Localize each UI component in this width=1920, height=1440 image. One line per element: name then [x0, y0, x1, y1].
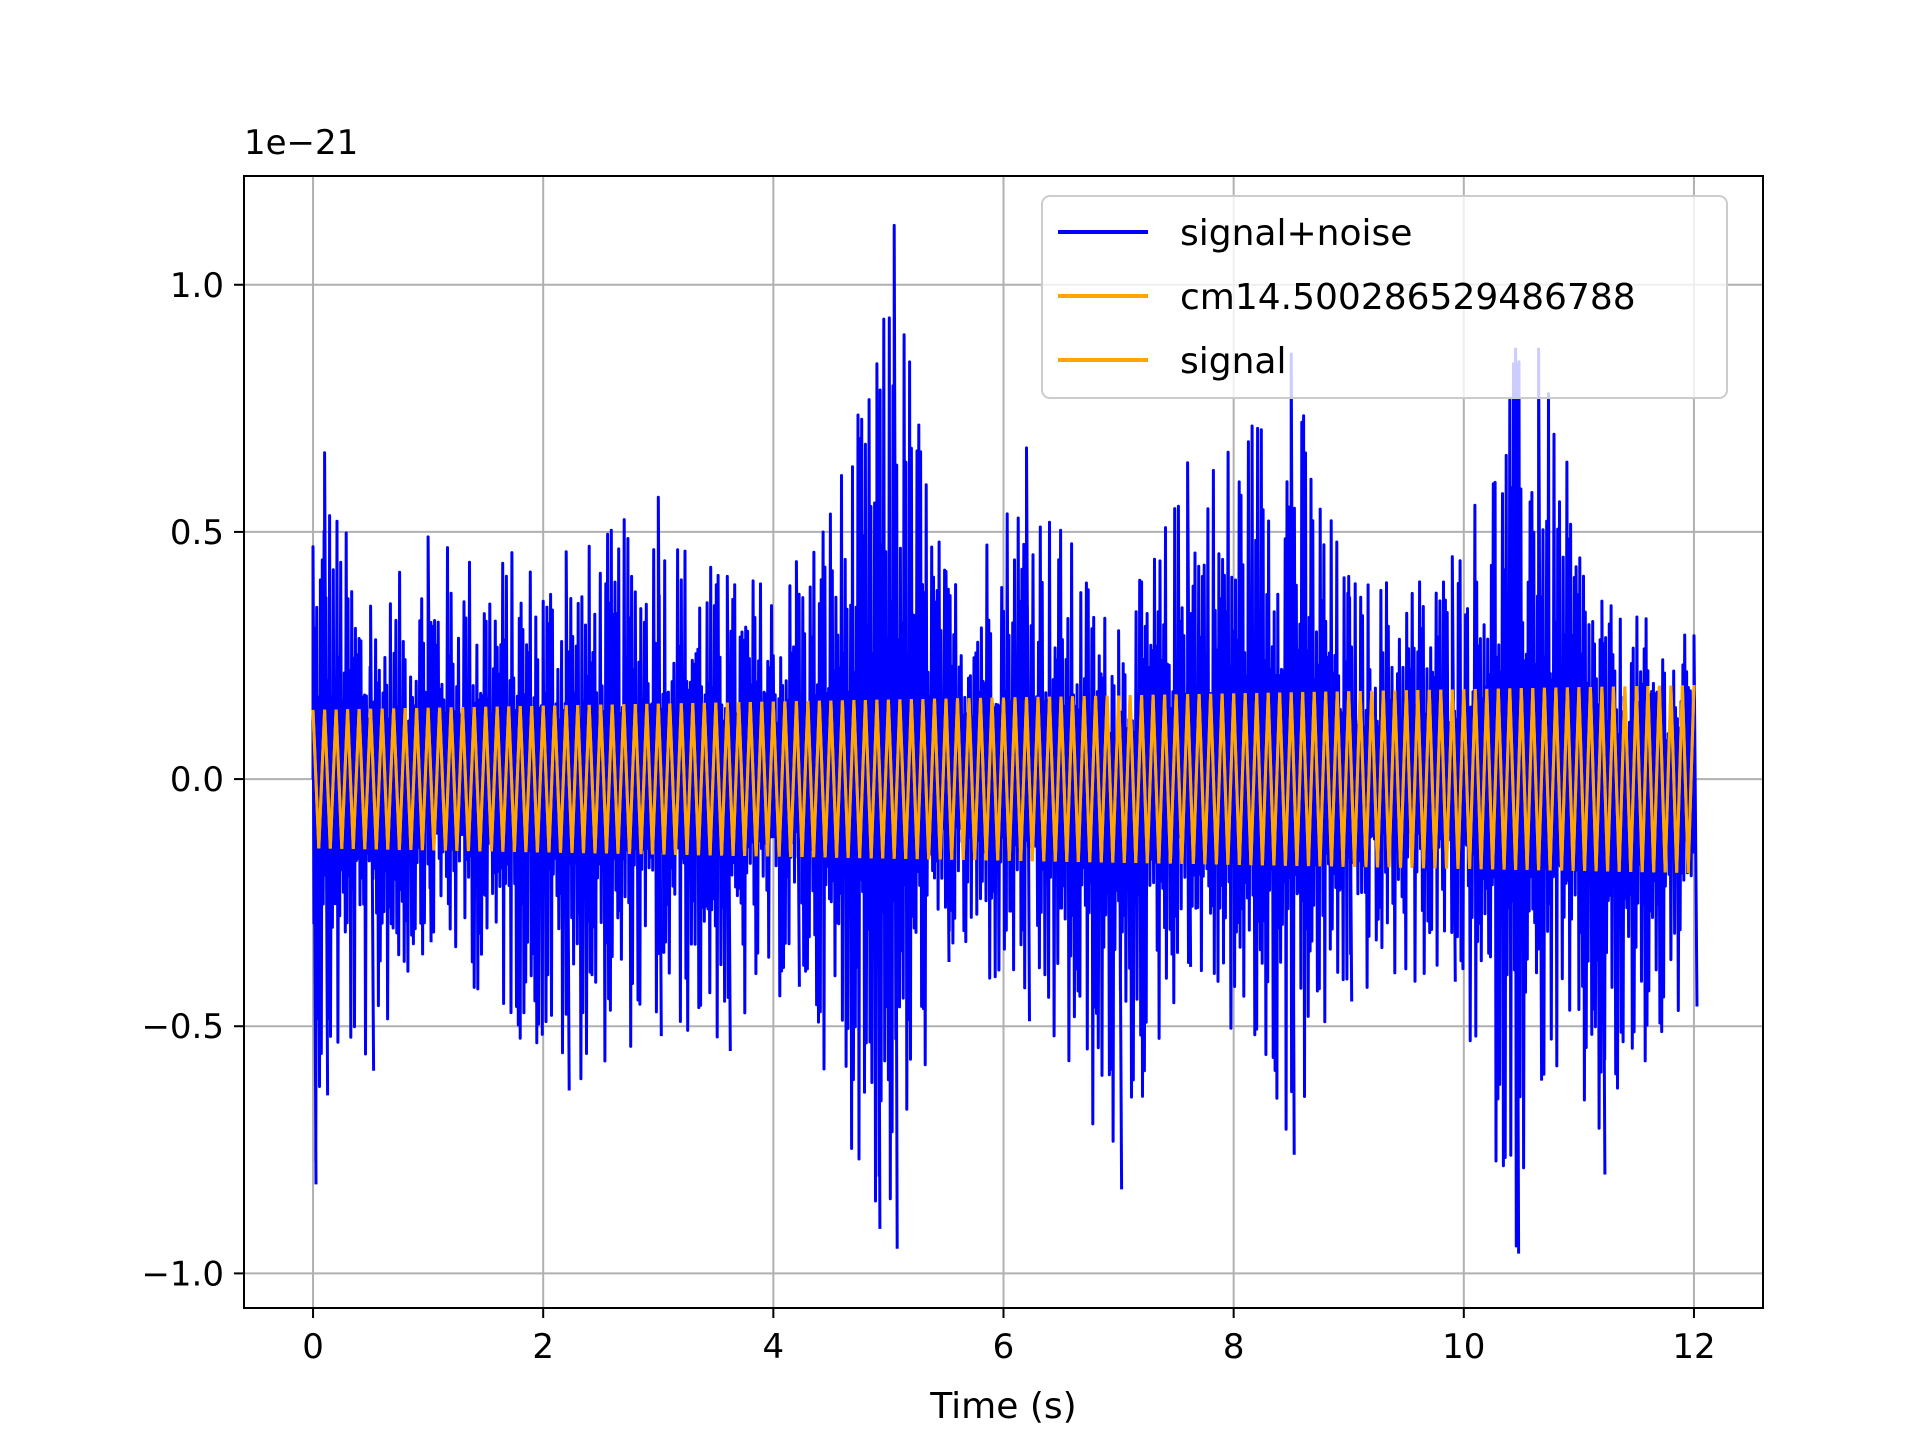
legend-label: cm14.500286529486788: [1180, 277, 1636, 318]
legend-label: signal+noise: [1180, 213, 1412, 254]
y-tick-label: −1.0: [141, 1254, 224, 1294]
ticks: 0 2 4 6 8 10 12 −1.0 −0.5 0.0 0.5 1.0: [141, 266, 1715, 1367]
x-tick-label: 4: [763, 1327, 785, 1367]
x-tick-label: 0: [302, 1327, 324, 1367]
y-offset-label: 1e−21: [244, 123, 358, 163]
series-layer: [311, 223, 1699, 1254]
x-tick-label: 2: [532, 1327, 554, 1367]
x-axis-label: Time (s): [929, 1386, 1076, 1427]
legend-label: signal: [1180, 341, 1287, 382]
x-tick-label: 10: [1442, 1327, 1485, 1367]
series-signal: [311, 685, 1696, 873]
legend-box: [1041, 195, 1728, 399]
y-tick-label: 0.0: [170, 760, 224, 800]
x-tick-label: 12: [1672, 1327, 1715, 1367]
y-tick-label: 1.0: [170, 266, 224, 306]
y-tick-label: −0.5: [141, 1007, 224, 1047]
y-tick-label: 0.5: [170, 513, 224, 553]
x-tick-label: 6: [993, 1327, 1015, 1367]
legend: signal+noise cm14.500286529486788 signal: [1041, 195, 1728, 399]
x-tick-label: 8: [1223, 1327, 1245, 1367]
